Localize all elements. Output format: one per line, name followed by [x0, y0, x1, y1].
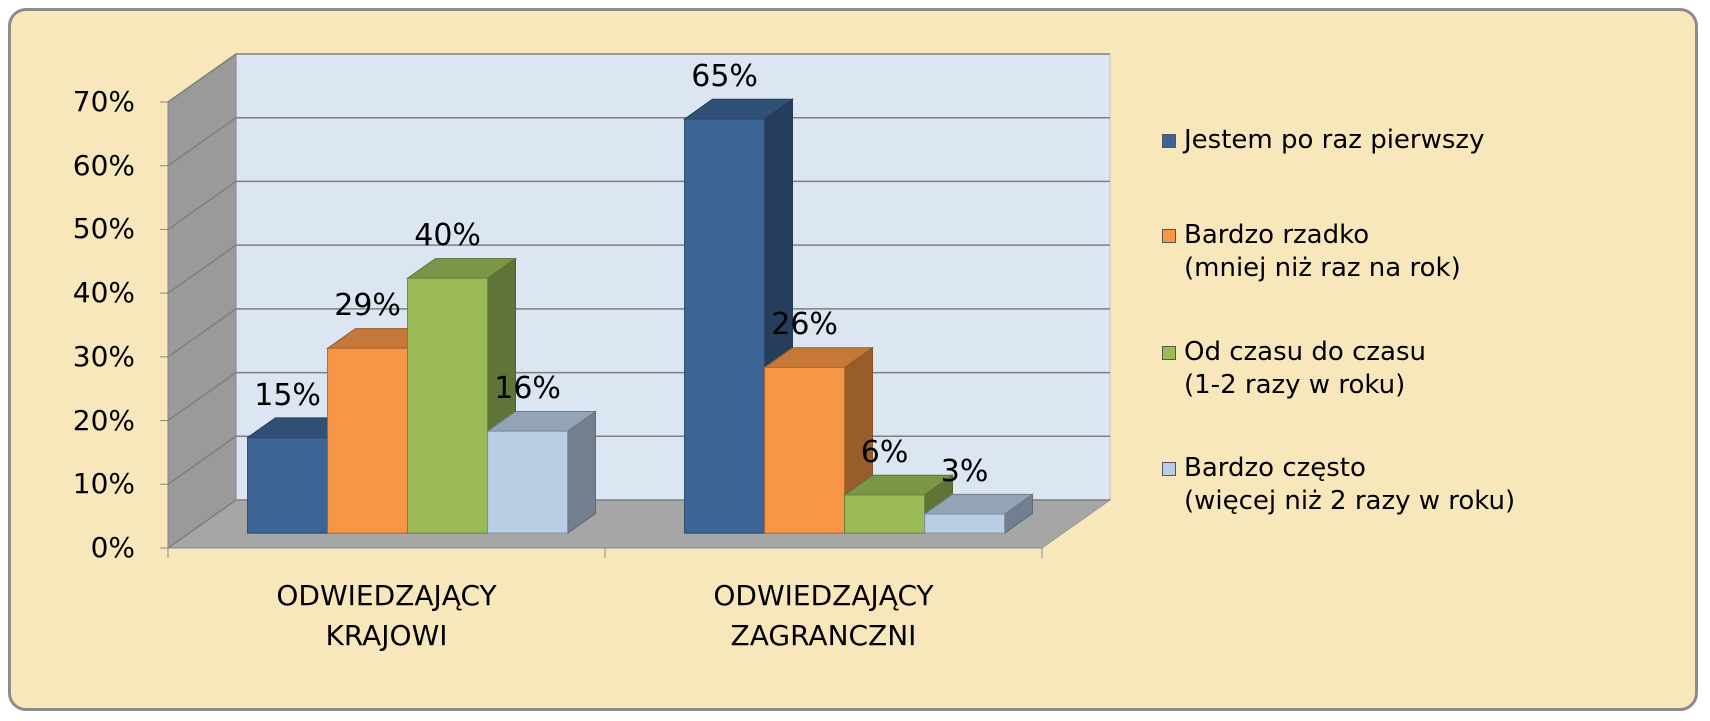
legend-swatch	[1162, 134, 1176, 148]
side-wall	[167, 53, 237, 549]
legend-entry: Bardzo często (więcej niż 2 razy w roku)	[1162, 452, 1515, 518]
grid-line	[167, 53, 1110, 103]
data-label: 16%	[494, 371, 561, 407]
x-tick-label: ODWIEDZAJĄCY ZAGRANCZNI	[713, 579, 934, 652]
grid-line	[167, 180, 1110, 231]
bar	[923, 493, 1035, 535]
grid-line	[167, 244, 1110, 294]
data-label: 29%	[334, 288, 401, 324]
x-tick-label: ODWIEDZAJĄCY KRAJOWI	[276, 579, 497, 652]
legend-swatch	[1162, 229, 1176, 243]
data-label: 15%	[254, 377, 321, 413]
bar-front	[247, 437, 329, 534]
y-tick-label: 0%	[90, 531, 135, 564]
y-tick-label: 30%	[72, 339, 135, 373]
grid-line	[167, 308, 1110, 358]
bar-front	[407, 277, 489, 534]
data-label: 3%	[940, 454, 989, 489]
bar-front	[924, 513, 1006, 534]
data-label: 40%	[414, 218, 481, 254]
data-label: 26%	[771, 307, 838, 343]
bar-front	[844, 494, 926, 534]
bar-front	[684, 118, 766, 534]
data-label: 6%	[860, 434, 909, 470]
legend-swatch	[1162, 462, 1176, 476]
y-tick-label: 50%	[72, 212, 135, 246]
y-tick-label: 60%	[72, 148, 135, 182]
data-label: 65%	[691, 58, 758, 94]
legend-entry: Bardzo rzadko (mniej niż raz na rok)	[1162, 219, 1461, 285]
bar-front	[764, 366, 846, 534]
grid-line	[167, 116, 1110, 167]
y-tick-label: 20%	[72, 403, 135, 437]
y-tick-label: 40%	[72, 276, 135, 310]
bar-front	[327, 347, 409, 534]
legend-entry: Od czasu do czasu (1-2 razy w roku)	[1162, 336, 1426, 402]
bar-side	[567, 410, 596, 535]
legend-swatch	[1162, 346, 1176, 360]
legend-entry: Jestem po raz pierwszy	[1162, 124, 1484, 157]
bar-front	[487, 430, 569, 534]
y-tick-label: 10%	[72, 467, 135, 501]
y-tick-label: 70%	[72, 85, 135, 118]
bar	[486, 410, 598, 535]
